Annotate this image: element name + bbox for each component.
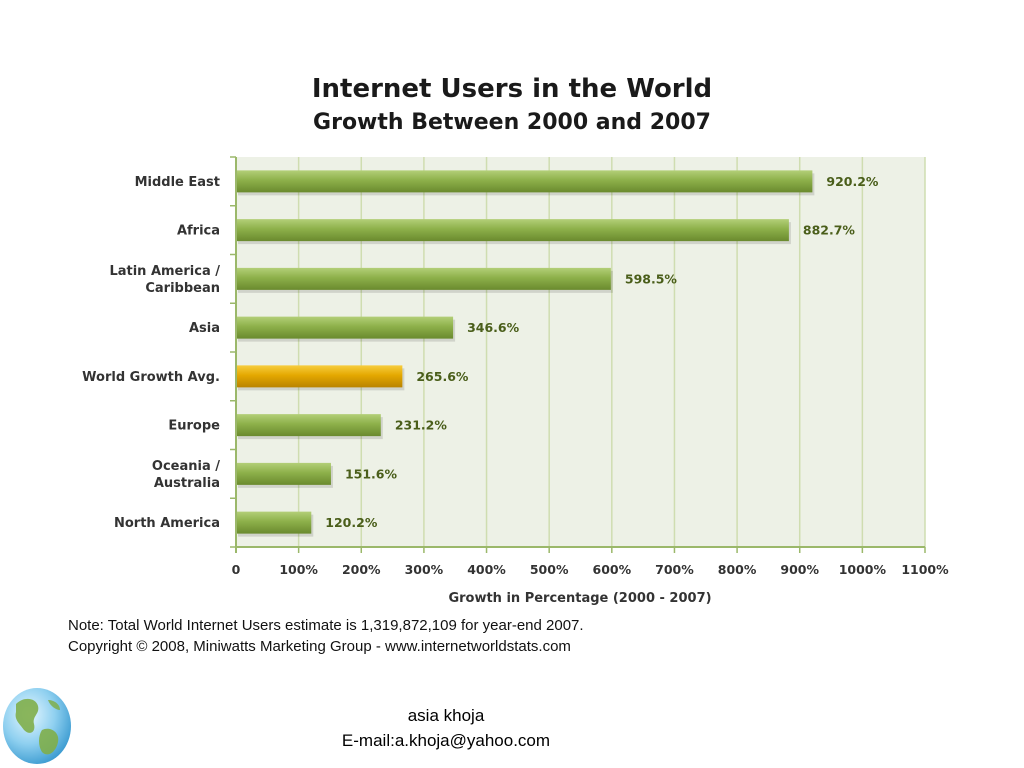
category-label: Latin America / <box>109 264 220 279</box>
chart-title: Internet Users in the World <box>312 74 712 104</box>
bar <box>236 365 403 388</box>
x-tick-label: 700% <box>655 562 694 577</box>
x-axis-label: Growth in Percentage (2000 - 2007) <box>448 591 711 606</box>
x-tick-label: 200% <box>342 562 381 577</box>
axes: 0 100% 200% 300% 400% 500% 600% 700% 800% 900% 100… <box>230 156 949 577</box>
bar <box>236 267 611 290</box>
value-label: 598.5% <box>625 271 678 286</box>
copyright-text: Copyright © 2008, Miniwatts Marketing Gr… <box>68 638 571 655</box>
bar <box>236 170 813 193</box>
value-label: 920.2% <box>826 174 879 189</box>
note-text: Note: Total World Internet Users estimat… <box>68 617 584 634</box>
category-label: Africa <box>177 224 220 239</box>
bars: 920.2% Middle East 882.7% Africa 598.5% Latin… <box>82 170 879 537</box>
footer-email: E-mail:a.khoja@yahoo.com <box>341 731 551 750</box>
x-tick-label: 1100% <box>901 562 949 577</box>
chart-subtitle: Growth Between 2000 and 2007 <box>313 110 711 135</box>
category-label: World Growth Avg. <box>82 370 220 385</box>
x-tick-label: 600% <box>593 562 632 577</box>
category-label: Oceania / <box>152 459 220 474</box>
bar <box>236 219 789 242</box>
globe-icon <box>3 688 71 764</box>
value-label: 265.6% <box>416 369 469 384</box>
x-tick-label: 1000% <box>839 562 887 577</box>
category-label: Caribbean <box>145 281 220 296</box>
category-label: North America <box>114 516 220 531</box>
category-label: Australia <box>154 476 220 491</box>
category-label: Asia <box>189 321 220 336</box>
x-tick-label: 0 <box>232 562 241 577</box>
bar <box>236 462 331 485</box>
x-tick-label: 100% <box>279 562 318 577</box>
x-tick-label: 800% <box>718 562 757 577</box>
bar <box>236 316 454 339</box>
plot-area <box>236 157 925 547</box>
value-label: 346.6% <box>467 320 520 335</box>
x-tick-label: 400% <box>467 562 506 577</box>
value-label: 882.7% <box>803 223 856 238</box>
value-label: 151.6% <box>345 466 398 481</box>
category-label: Middle East <box>135 175 220 190</box>
value-label: 120.2% <box>325 515 378 530</box>
x-tick-label: 900% <box>780 562 819 577</box>
bar <box>236 511 312 534</box>
footer-name: asia khoja <box>407 706 485 725</box>
category-label: Europe <box>168 419 220 434</box>
x-tick-label: 500% <box>530 562 569 577</box>
x-tick-label: 300% <box>405 562 444 577</box>
bar <box>236 414 381 437</box>
value-label: 231.2% <box>395 418 448 433</box>
